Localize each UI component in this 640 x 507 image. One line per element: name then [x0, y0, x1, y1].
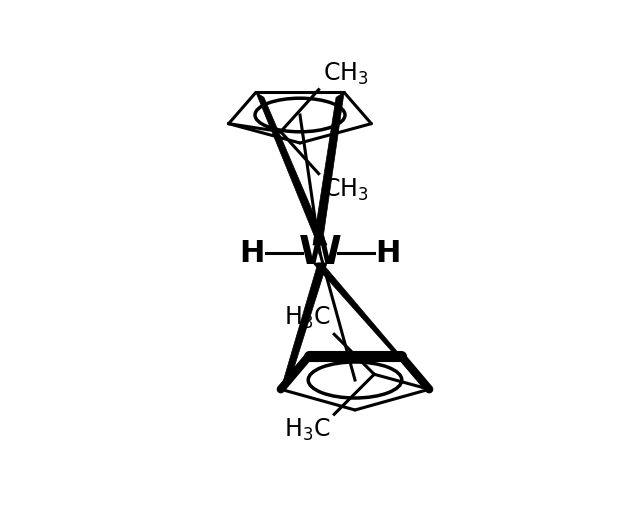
- Text: H: H: [375, 238, 401, 268]
- Polygon shape: [256, 92, 327, 245]
- Text: W: W: [299, 234, 341, 272]
- Polygon shape: [281, 263, 327, 389]
- Text: H$_3$C: H$_3$C: [284, 417, 330, 444]
- Text: H$_3$C: H$_3$C: [284, 305, 330, 331]
- Polygon shape: [313, 263, 429, 389]
- Polygon shape: [313, 92, 344, 245]
- Text: CH$_3$: CH$_3$: [323, 176, 368, 203]
- Text: H: H: [239, 238, 265, 268]
- Text: CH$_3$: CH$_3$: [323, 60, 368, 87]
- Polygon shape: [306, 352, 404, 360]
